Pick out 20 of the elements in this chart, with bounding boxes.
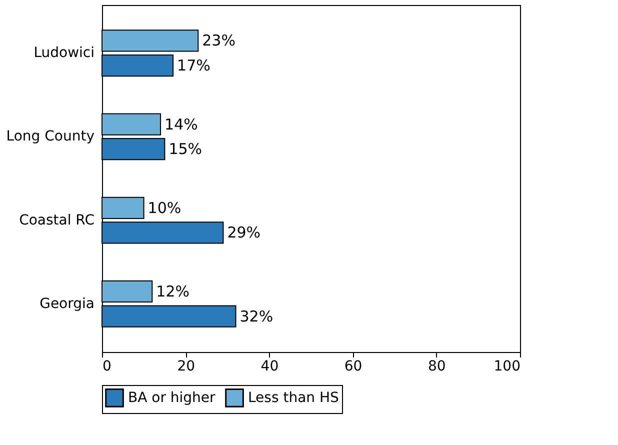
data-label: 14% — [164, 115, 198, 134]
x-tick-label: 100 — [494, 358, 520, 374]
legend-label: Less than HS — [248, 390, 339, 406]
y-tick-label: Coastal RC — [19, 212, 95, 228]
x-tick-label: 0 — [102, 358, 112, 374]
data-label: 10% — [148, 198, 182, 217]
x-tick-label: 60 — [344, 358, 362, 374]
data-label: 12% — [156, 282, 190, 300]
legend-label: BA or higher — [128, 390, 216, 406]
x-tick-label: 40 — [260, 358, 279, 374]
data-label: 23% — [202, 32, 236, 50]
data-label: 32% — [240, 307, 274, 326]
y-tick-label: Long County — [6, 128, 94, 145]
x-tick-label: 20 — [177, 358, 196, 374]
data-label: 15% — [168, 140, 202, 158]
data-label: 17% — [177, 56, 210, 75]
x-tick-label: 80 — [428, 358, 446, 374]
y-tick-label: Ludowici — [34, 45, 94, 62]
y-tick-label: Georgia — [40, 296, 94, 312]
data-label: 29% — [227, 224, 261, 242]
